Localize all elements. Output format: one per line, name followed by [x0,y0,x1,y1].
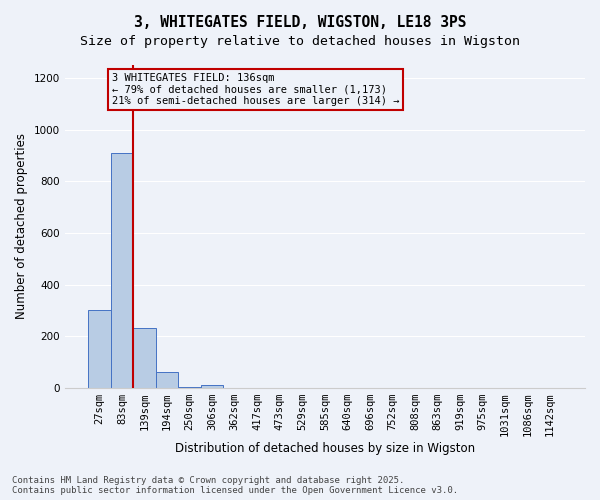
Bar [88,310,111,388]
Bar [156,372,178,388]
Bar [178,386,201,388]
Bar [201,384,223,388]
Y-axis label: Number of detached properties: Number of detached properties [15,134,28,320]
Bar [133,328,156,388]
Text: Size of property relative to detached houses in Wigston: Size of property relative to detached ho… [80,35,520,48]
Text: 3, WHITEGATES FIELD, WIGSTON, LE18 3PS: 3, WHITEGATES FIELD, WIGSTON, LE18 3PS [134,15,466,30]
Bar [111,153,133,388]
Text: 3 WHITEGATES FIELD: 136sqm
← 79% of detached houses are smaller (1,173)
21% of s: 3 WHITEGATES FIELD: 136sqm ← 79% of deta… [112,72,400,106]
X-axis label: Distribution of detached houses by size in Wigston: Distribution of detached houses by size … [175,442,475,455]
Text: Contains HM Land Registry data © Crown copyright and database right 2025.
Contai: Contains HM Land Registry data © Crown c… [12,476,458,495]
